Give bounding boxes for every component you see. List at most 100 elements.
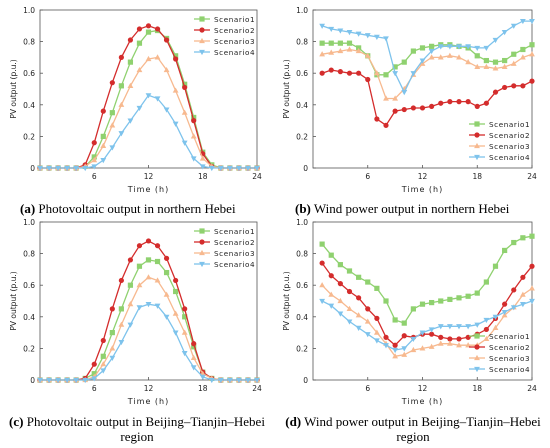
- data-point: [109, 345, 116, 351]
- data-point: [182, 81, 188, 87]
- data-point: [519, 54, 526, 60]
- data-point: [401, 333, 407, 339]
- data-point: [438, 100, 444, 106]
- data-point: [483, 100, 489, 106]
- data-point: [226, 377, 233, 384]
- data-point: [465, 44, 472, 50]
- legend-label: Scenario2: [489, 131, 530, 140]
- data-point: [163, 291, 170, 297]
- data-point: [109, 306, 115, 312]
- data-point: [245, 165, 251, 172]
- data-point: [127, 37, 134, 43]
- x-tick-label: 6: [365, 384, 370, 393]
- x-tick-label: 18: [198, 384, 208, 393]
- data-point: [181, 329, 188, 335]
- data-point: [163, 269, 170, 276]
- data-point: [474, 290, 480, 296]
- y-tick-label: 0.8: [23, 38, 35, 47]
- data-point: [100, 108, 106, 114]
- series-line: [321, 48, 533, 100]
- series-line: [321, 20, 532, 94]
- y-axis-label: PV output (p.u.): [9, 59, 18, 118]
- data-point: [365, 279, 371, 285]
- series-line: [40, 94, 257, 169]
- data-point: [154, 258, 161, 265]
- legend-marker: [474, 344, 480, 350]
- data-point: [190, 156, 197, 162]
- data-point: [438, 334, 444, 340]
- y-tick-label: 0.6: [296, 69, 308, 78]
- data-point: [236, 165, 242, 172]
- series-Scenario3: [319, 282, 535, 359]
- data-point: [447, 336, 453, 342]
- data-point: [136, 305, 143, 311]
- y-tick-label: 1.0: [23, 218, 35, 227]
- data-point: [447, 99, 453, 105]
- data-point: [172, 87, 179, 93]
- x-tick-label: 24: [252, 384, 262, 393]
- data-point: [437, 324, 444, 330]
- data-point: [191, 344, 197, 350]
- x-tick-label: 12: [144, 172, 154, 181]
- data-point: [374, 285, 380, 291]
- legend-marker: [199, 239, 205, 245]
- data-point: [447, 296, 453, 303]
- legend-label: Scenario2: [214, 26, 255, 35]
- data-point: [37, 165, 43, 172]
- data-point: [492, 59, 499, 65]
- data-point: [37, 377, 43, 384]
- caption-b: (b) Wind power output in northern Hebei: [295, 201, 510, 216]
- y-tick-label: 0.6: [23, 281, 35, 290]
- data-point: [181, 109, 188, 115]
- legend-label: Scenario4: [489, 153, 530, 162]
- data-point: [365, 76, 371, 83]
- data-point: [428, 343, 435, 349]
- data-point: [100, 368, 107, 374]
- data-point: [356, 45, 362, 51]
- data-point: [529, 263, 535, 269]
- data-point: [109, 355, 116, 361]
- series-Scenario4: [37, 93, 260, 172]
- x-axis-label: Time (h): [401, 397, 443, 406]
- data-point: [127, 282, 134, 288]
- data-point: [502, 301, 508, 307]
- series-Scenario4: [37, 302, 260, 384]
- data-point: [328, 291, 335, 297]
- data-point: [145, 302, 152, 308]
- data-point: [410, 306, 416, 312]
- data-point: [374, 315, 380, 321]
- data-point: [492, 65, 499, 71]
- data-point: [410, 48, 416, 54]
- legend: Scenario1 Scenario2 Scenario3 Scenario4: [469, 120, 530, 162]
- data-point: [337, 47, 344, 54]
- data-point: [529, 18, 535, 25]
- data-point: [254, 165, 260, 172]
- legend: Scenario1 Scenario2 Scenario3 Scenario4: [469, 332, 530, 374]
- data-point: [355, 325, 362, 331]
- data-point: [392, 95, 399, 101]
- x-tick-label: 6: [92, 172, 97, 181]
- data-point: [474, 322, 481, 328]
- data-point: [319, 70, 325, 76]
- data-point: [55, 377, 61, 384]
- data-point: [208, 165, 215, 172]
- legend: Scenario1 Scenario2 Scenario3 Scenario4: [194, 227, 255, 269]
- chart-b: 0 0.2 0.4 0.6 0.8 1.0 6 12 18 24 Time (h) PV output…: [282, 6, 537, 194]
- x-tick-label: 18: [472, 172, 482, 181]
- data-point: [346, 40, 353, 46]
- data-point: [456, 324, 462, 330]
- data-point: [118, 339, 125, 346]
- data-point: [383, 72, 389, 78]
- data-point: [337, 281, 343, 287]
- data-point: [483, 279, 489, 285]
- data-point: [190, 365, 197, 371]
- data-point: [465, 324, 472, 330]
- series-Scenario3: [37, 54, 260, 171]
- data-point: [109, 110, 115, 116]
- data-point: [501, 63, 508, 69]
- y-tick-label: 0: [303, 376, 308, 385]
- y-tick-label: 0.2: [23, 344, 35, 353]
- data-point: [145, 93, 152, 99]
- x-tick-label: 24: [527, 172, 537, 181]
- data-point: [319, 241, 325, 247]
